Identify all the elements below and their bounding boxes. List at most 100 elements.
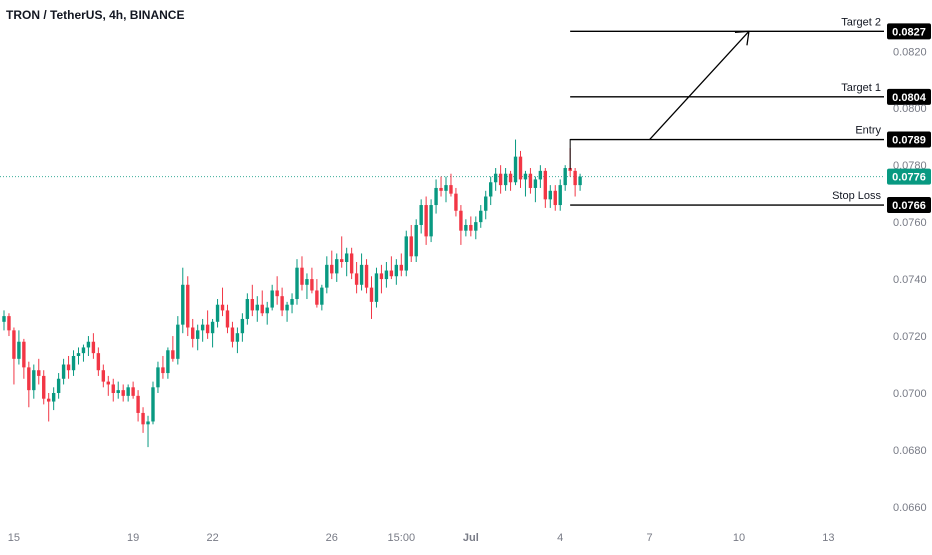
candle-body [369, 287, 374, 302]
arrow-head [734, 30, 750, 46]
candle-body [195, 330, 200, 339]
candle-body [141, 412, 145, 425]
candle-body [538, 170, 543, 180]
candle-body [116, 390, 120, 393]
candle-body [444, 185, 448, 191]
candle-body [91, 341, 96, 354]
candle-body [543, 170, 548, 200]
candle-body [71, 355, 76, 371]
candle-body [215, 304, 220, 322]
price-tick-label: 0.0820 [893, 46, 927, 58]
candle-body [32, 370, 36, 391]
candle-body [56, 378, 61, 393]
current-price-text: 0.0776 [892, 172, 926, 184]
candle-body [474, 222, 478, 231]
candle-body [131, 387, 135, 396]
candle-body [503, 173, 508, 186]
candle-body [513, 156, 518, 183]
time-tick-label: 4 [557, 532, 563, 544]
candle-body [344, 253, 349, 262]
candles-layer [0, 139, 884, 448]
candle-body [136, 395, 140, 413]
candle-body [364, 264, 369, 288]
entry-label: Entry [855, 125, 881, 137]
candle-body [205, 324, 210, 334]
candle-body [563, 168, 567, 186]
price-tick-label: 0.0800 [893, 103, 927, 115]
time-tick-label: 15:00 [388, 532, 416, 544]
candle-body [265, 307, 269, 314]
entry-price-text: 0.0789 [892, 135, 926, 147]
candle-body [235, 333, 240, 342]
candle-body [523, 173, 528, 180]
candle-body [181, 284, 185, 325]
candle-body [37, 370, 41, 376]
candle-body [429, 205, 433, 237]
candle-body [409, 236, 413, 257]
time-tick-label: 15 [8, 532, 20, 544]
candle-body [330, 264, 334, 274]
candle-body [156, 367, 160, 388]
candle-body [469, 224, 473, 231]
candle-body [548, 190, 552, 200]
candle-body [200, 324, 205, 331]
price-tick-label: 0.0760 [893, 217, 927, 229]
candle-body [250, 299, 255, 311]
stop-loss-price-tag [887, 197, 931, 214]
candle-body [111, 384, 115, 393]
candle-body [498, 173, 503, 186]
candle-body [454, 193, 458, 211]
current-price-tag [887, 168, 931, 185]
candle-body [290, 299, 294, 305]
candle-body [101, 370, 106, 382]
candle-body [295, 267, 299, 300]
price-tick-label: 0.0700 [893, 388, 927, 400]
candle-body [17, 341, 21, 359]
target-2-price-tag [887, 23, 931, 40]
candle-body [275, 290, 279, 297]
candle-body [166, 350, 170, 374]
candle-body [285, 304, 289, 311]
candle-body [354, 273, 359, 285]
candle-body [260, 304, 264, 314]
candle-body [245, 299, 250, 319]
candle-body [151, 387, 155, 422]
candle-body [533, 179, 538, 188]
candle-body [46, 398, 51, 402]
candle-body [434, 187, 438, 206]
candle-body [488, 182, 493, 197]
candle-body [389, 270, 394, 277]
symbol-title: TRON / TetherUS, 4h, BINANCE [6, 8, 185, 22]
candle-body [210, 321, 215, 334]
candle-body [126, 387, 130, 396]
candle-body [61, 364, 66, 379]
target-1-label: Target 1 [841, 82, 881, 94]
candle-body [51, 393, 56, 402]
candle-body [359, 264, 364, 285]
candle-body [176, 324, 180, 359]
candle-body [66, 364, 71, 371]
time-tick-label: Jul [463, 532, 479, 544]
candle-body [310, 279, 314, 291]
time-tick-label: 26 [326, 532, 338, 544]
candle-body [424, 205, 428, 237]
candle-body [22, 341, 26, 368]
candle-body [106, 381, 110, 385]
candle-body [280, 296, 284, 311]
time-tick-label: 19 [127, 532, 139, 544]
candle-body [161, 367, 165, 374]
candle-body [96, 353, 101, 371]
candle-body [186, 284, 190, 328]
time-tick-label: 10 [733, 532, 745, 544]
price-tick-label: 0.0680 [893, 445, 927, 457]
price-tick-label: 0.0720 [893, 331, 927, 343]
candle-body [255, 304, 259, 311]
candle-body [479, 210, 483, 223]
candle-body [578, 176, 582, 186]
candle-body [553, 190, 557, 206]
time-tick-label: 22 [206, 532, 218, 544]
candle-body [558, 185, 562, 206]
candle-body [191, 327, 195, 339]
